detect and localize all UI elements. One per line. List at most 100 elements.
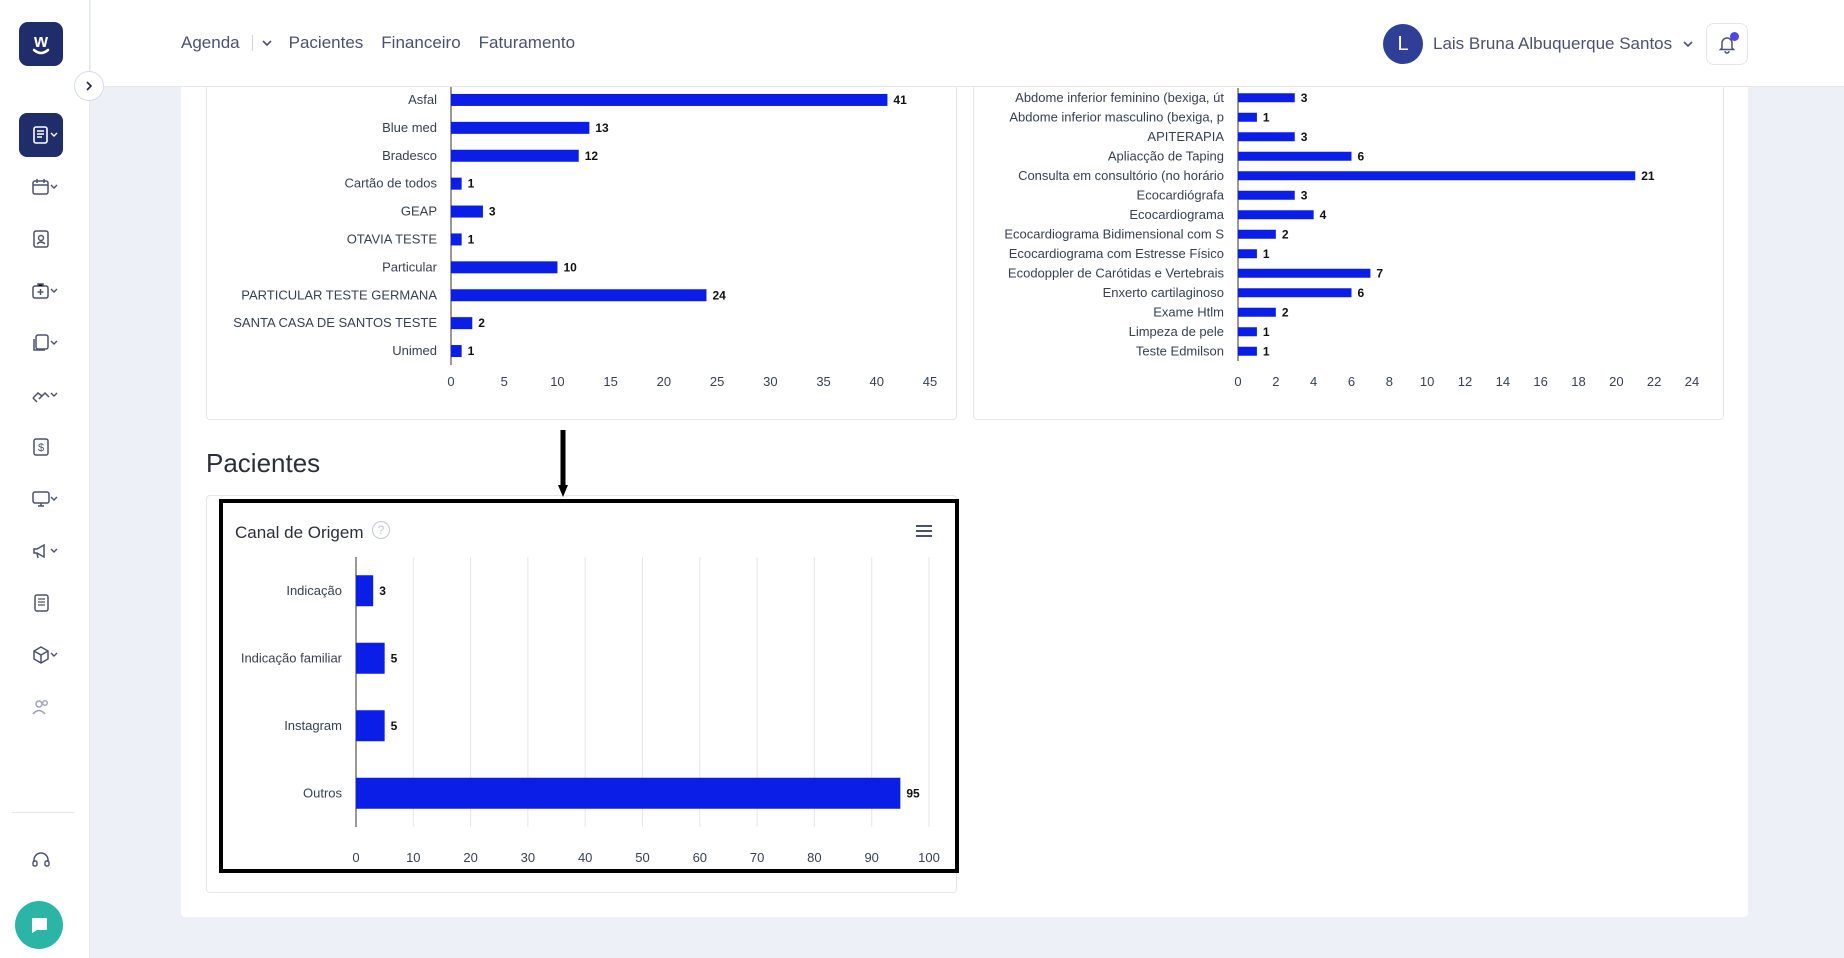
category-label: Particular — [382, 259, 438, 274]
chart-panel-procedimentos: Abdome inferior feminino (bexiga, út 3 Abd… — [973, 40, 1724, 420]
chevron-down-icon — [50, 392, 58, 397]
data-label: 24 — [712, 288, 726, 302]
sidebar-item-care[interactable] — [19, 373, 63, 417]
sidebar-item-medical[interactable] — [19, 269, 63, 313]
app-logo[interactable]: w — [19, 22, 63, 66]
data-label: 4 — [1320, 208, 1327, 222]
x-tick-label: 10 — [406, 850, 420, 865]
x-tick-label: 0 — [1234, 374, 1241, 389]
bar — [451, 317, 473, 330]
data-label: 3 — [1301, 130, 1308, 144]
x-tick-label: 15 — [603, 374, 617, 389]
x-tick-label: 2 — [1272, 374, 1279, 389]
x-tick-label: 30 — [763, 374, 777, 389]
x-tick-label: 8 — [1386, 374, 1393, 389]
sidebar-item-marketing[interactable] — [19, 529, 63, 573]
data-label: 1 — [468, 177, 475, 191]
sidebar-item-devices[interactable] — [19, 477, 63, 521]
data-label: 3 — [1301, 91, 1308, 105]
sidebar-item-documents[interactable] — [19, 321, 63, 365]
bar — [1238, 229, 1276, 239]
logo-icon: w — [32, 31, 50, 55]
x-tick-label: 30 — [521, 850, 535, 865]
x-tick-label: 14 — [1496, 374, 1510, 389]
documents-icon — [33, 334, 49, 351]
x-tick-label: 10 — [1420, 374, 1434, 389]
bar — [1238, 171, 1636, 181]
dollar-icon: $ — [33, 438, 49, 456]
sidebar-item-reports[interactable] — [19, 581, 63, 625]
category-label: PARTICULAR TESTE GERMANA — [241, 287, 437, 302]
x-tick-label: 16 — [1533, 374, 1547, 389]
data-label: 10 — [563, 260, 577, 274]
data-label: 2 — [1282, 227, 1289, 241]
id-card-icon — [33, 230, 49, 248]
category-label: Consulta em consultório (no horário — [1018, 168, 1224, 183]
x-tick-label: 50 — [635, 850, 649, 865]
agenda-dropdown-button[interactable] — [261, 39, 273, 47]
data-label: 5 — [391, 719, 398, 733]
bar — [451, 345, 462, 358]
chevron-down-icon — [50, 288, 58, 293]
category-label: Cartão de todos — [344, 176, 437, 191]
x-tick-label: 12 — [1458, 374, 1472, 389]
chevron-down-icon — [50, 132, 58, 137]
sidebar-item-support[interactable] — [19, 838, 63, 882]
bar — [356, 777, 901, 809]
category-label: Abdome inferior masculino (bexiga, p — [1009, 109, 1224, 124]
bar — [1238, 132, 1295, 142]
hamburger-menu-icon[interactable] — [915, 523, 933, 539]
help-icon[interactable]: ? — [372, 521, 390, 539]
users-icon — [32, 700, 48, 715]
bar — [1238, 210, 1314, 220]
chart-panel-convenios: Asfal 41 Blue med 13 Bradesco 12 Cartão de tod… — [206, 40, 957, 420]
data-label: 5 — [391, 651, 398, 665]
x-tick-label: 20 — [463, 850, 477, 865]
svg-text:$: $ — [38, 442, 44, 454]
sidebar: w $ — [0, 0, 90, 958]
data-label: 12 — [585, 149, 599, 163]
nav-financeiro[interactable]: Financeiro — [381, 33, 461, 52]
nav-pacientes[interactable]: Pacientes — [288, 33, 364, 52]
data-label: 13 — [595, 121, 609, 135]
data-label: 3 — [1301, 188, 1308, 202]
x-tick-label: 100 — [918, 850, 940, 865]
x-tick-label: 20 — [1609, 374, 1623, 389]
notifications-button[interactable] — [1706, 23, 1748, 65]
nav-agenda[interactable]: Agenda — [181, 33, 240, 52]
data-label: 6 — [1358, 149, 1365, 163]
bar — [1238, 346, 1257, 356]
category-label: Indicação familiar — [241, 650, 343, 665]
data-label: 7 — [1376, 266, 1383, 280]
user-name: Lais Bruna Albuquerque Santos — [1433, 34, 1673, 53]
main-nav: Agenda Pacientes Financeiro Faturamento — [181, 33, 593, 53]
sidebar-item-calendar[interactable] — [19, 165, 63, 209]
medical-kit-icon — [32, 283, 49, 299]
bar — [451, 93, 888, 106]
chat-button[interactable] — [15, 901, 63, 949]
monitor-icon — [32, 491, 50, 507]
sidebar-item-inventory[interactable] — [19, 633, 63, 677]
calendar-icon — [32, 179, 49, 195]
category-label: APITERAPIA — [1147, 129, 1224, 144]
sidebar-item-users[interactable] — [19, 685, 63, 729]
sidebar-item-patients[interactable] — [19, 217, 63, 261]
data-label: 1 — [468, 344, 475, 358]
megaphone-icon — [33, 543, 45, 559]
sidebar-item-finance[interactable]: $ — [19, 425, 63, 469]
user-menu[interactable]: L Lais Bruna Albuquerque Santos — [1383, 24, 1694, 64]
data-label: 2 — [1282, 305, 1289, 319]
x-tick-label: 70 — [750, 850, 764, 865]
book-icon — [33, 126, 48, 144]
nav-faturamento[interactable]: Faturamento — [478, 33, 576, 52]
sidebar-item-records[interactable] — [19, 113, 63, 157]
category-label: Indicação — [286, 583, 342, 598]
bar — [1238, 112, 1257, 122]
svg-text:w: w — [33, 31, 49, 51]
category-label: Ecocardiógrafa — [1137, 187, 1225, 202]
top-bar: Agenda Pacientes Financeiro Faturamento … — [91, 0, 1844, 87]
x-tick-label: 45 — [923, 374, 937, 389]
x-tick-label: 80 — [807, 850, 821, 865]
sidebar-toggle-button[interactable] — [74, 71, 104, 101]
data-label: 1 — [468, 232, 475, 246]
